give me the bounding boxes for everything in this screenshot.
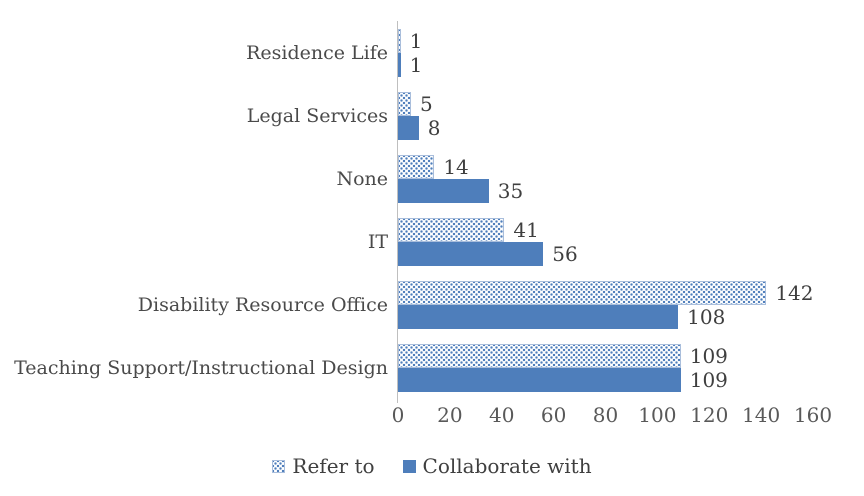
collaborate-with-swatch-icon <box>402 459 416 473</box>
bar-refer-to <box>398 154 435 179</box>
bar-refer-to <box>398 91 411 116</box>
value-label: 108 <box>687 304 726 329</box>
legend-item-collaborate-with: Collaborate with <box>402 454 592 478</box>
bar-collaborate-with <box>398 241 544 266</box>
bar-refer-to <box>398 28 401 53</box>
bar-collaborate-with <box>398 115 419 140</box>
bar-collaborate-with <box>398 304 679 329</box>
x-tick-label: 40 <box>489 403 515 427</box>
x-tick-label: 120 <box>690 403 729 427</box>
legend-label-collaborate-with: Collaborate with <box>422 454 592 478</box>
category-label: IT <box>367 230 388 253</box>
value-label: 1 <box>409 52 423 77</box>
x-tick-label: 60 <box>540 403 567 427</box>
value-label: 14 <box>443 154 469 179</box>
bar-collaborate-with <box>398 367 681 392</box>
bar-refer-to <box>398 343 681 368</box>
legend-label-refer-to: Refer to <box>292 454 375 478</box>
bar-collaborate-with <box>398 178 489 203</box>
refer-to-swatch-icon <box>272 459 286 473</box>
value-label: 8 <box>427 115 441 140</box>
x-tick-label: 20 <box>437 403 463 427</box>
y-axis-line <box>397 21 398 403</box>
x-tick-label: 140 <box>742 403 781 427</box>
value-label: 5 <box>419 91 433 116</box>
legend-item-refer-to: Refer to <box>272 454 375 478</box>
bar-refer-to <box>398 217 505 242</box>
value-label: 41 <box>513 217 539 242</box>
value-label: 35 <box>497 178 524 203</box>
value-label: 56 <box>552 241 578 266</box>
legend: Refer to Collaborate with <box>0 454 864 478</box>
category-label: Residence Life <box>246 41 388 64</box>
value-label: 1 <box>409 28 423 53</box>
value-label: 142 <box>775 280 814 305</box>
category-label: Legal Services <box>246 104 388 127</box>
bar-refer-to <box>398 280 767 305</box>
category-label: Disability Resource Office <box>137 293 388 316</box>
value-label: 109 <box>689 367 728 392</box>
category-label: Teaching Support/Instructional Design <box>14 356 388 379</box>
value-label: 109 <box>689 343 728 368</box>
x-tick-label: 100 <box>638 403 677 427</box>
category-label: None <box>336 167 388 190</box>
x-tick-label: 160 <box>793 403 833 427</box>
x-tick-label: 0 <box>391 403 405 427</box>
x-tick-label: 80 <box>592 403 619 427</box>
bar-collaborate-with <box>398 52 401 77</box>
